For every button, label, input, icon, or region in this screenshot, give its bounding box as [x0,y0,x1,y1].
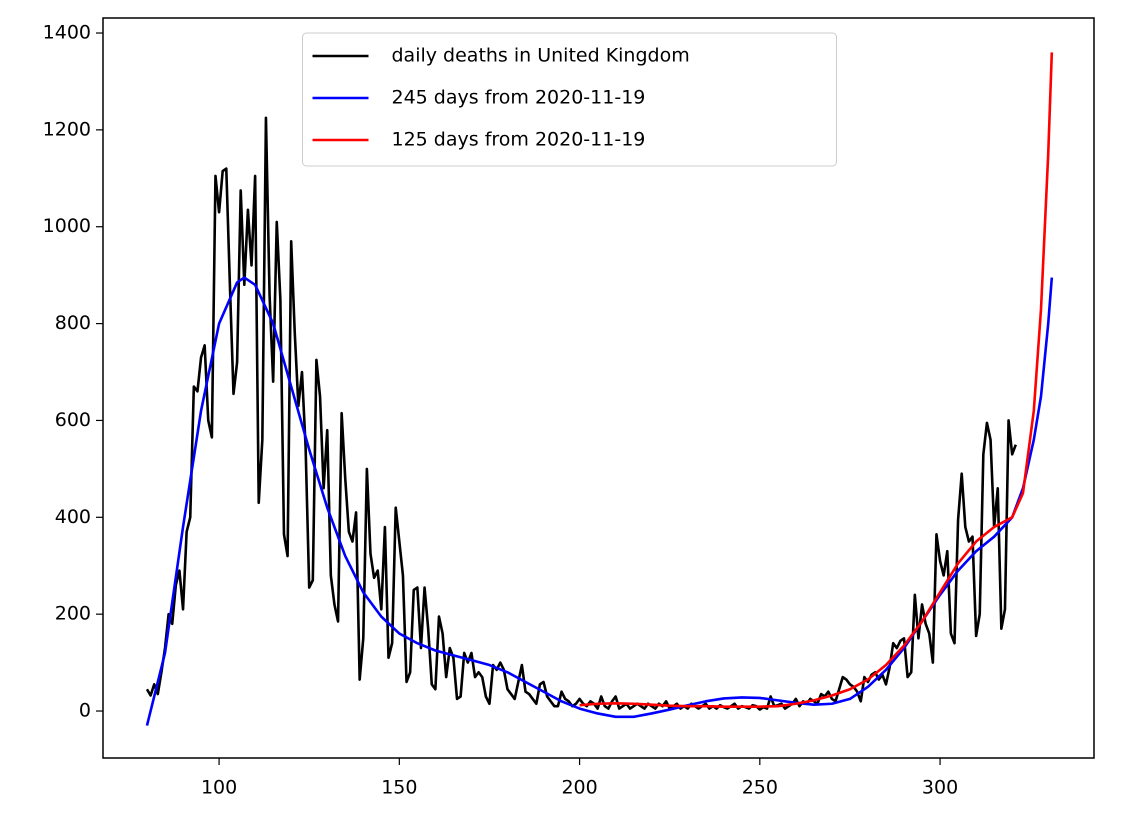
legend-label: 245 days from 2020-11-19 [392,87,646,109]
y-tick-label: 200 [55,603,91,625]
legend-label: 125 days from 2020-11-19 [392,129,646,151]
x-tick-label: 200 [561,777,597,799]
series-line [145,116,1017,711]
y-tick-label: 400 [55,506,91,528]
y-tick-label: 1000 [43,215,91,237]
x-tick-label: 250 [742,777,778,799]
y-tick-label: 1400 [43,22,91,44]
y-tick-label: 600 [55,409,91,431]
y-tick-label: 0 [79,700,91,722]
series-line [579,52,1054,708]
legend-label: daily deaths in United Kingdom [392,45,690,67]
legend-box [302,32,837,167]
x-tick-label: 150 [381,777,417,799]
x-tick-label: 100 [201,777,237,799]
plot-frame [102,17,1095,759]
y-tick-label: 800 [55,312,91,334]
x-tick-label: 300 [922,777,958,799]
y-tick-label: 1200 [43,118,91,140]
